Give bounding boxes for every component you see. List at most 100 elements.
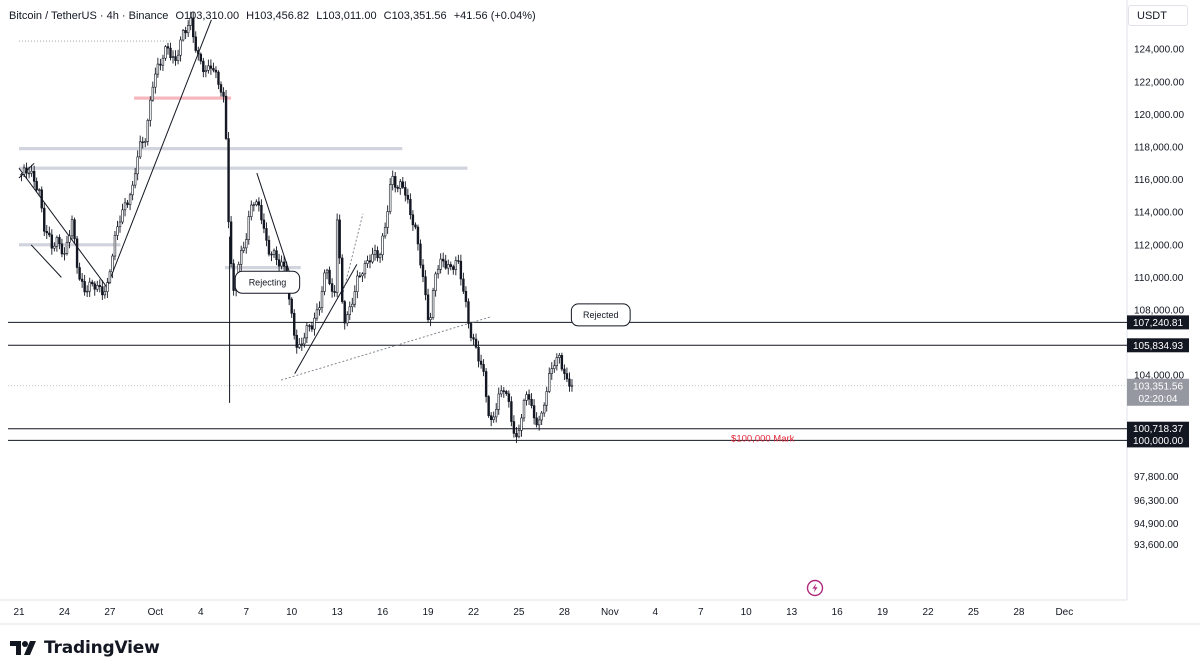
trendline[interactable]: [342, 213, 364, 293]
y-tick-label: 118,000.00: [1134, 143, 1184, 154]
candle-body: [452, 266, 455, 270]
x-tick-label: 13: [332, 607, 344, 618]
candle-body: [371, 253, 374, 263]
trendline[interactable]: [280, 316, 492, 381]
candle-body: [411, 214, 415, 226]
candle-body: [139, 141, 142, 158]
zone-band[interactable]: [134, 96, 232, 100]
chart-borders: [0, 0, 1200, 625]
trendline[interactable]: [30, 244, 62, 278]
candle-body: [295, 334, 298, 348]
candle-body: [293, 312, 296, 336]
candle-body: [474, 338, 478, 348]
candle-body: [245, 239, 248, 249]
candle-body: [540, 412, 543, 421]
price-mark-label: $100,000 Mark: [731, 434, 795, 445]
x-tick-label: 4: [198, 607, 204, 618]
candle-body: [267, 239, 271, 255]
candle-body: [63, 253, 66, 255]
candle-body: [484, 371, 488, 397]
candle-body: [186, 25, 190, 34]
zone-band[interactable]: [225, 266, 301, 270]
candle-body: [65, 241, 69, 254]
candle-body: [189, 17, 192, 26]
tradingview-logo[interactable]: TradingView: [10, 637, 160, 659]
currency-button[interactable]: USDT: [1128, 5, 1188, 26]
y-tick-label: 97,800.00: [1134, 472, 1179, 483]
candle-body: [310, 325, 314, 330]
trendline[interactable]: [18, 167, 108, 288]
candle-body: [106, 282, 109, 292]
candle-body: [467, 301, 470, 324]
x-tick-label: 16: [377, 607, 389, 618]
candle-body: [75, 238, 79, 268]
candle-body: [492, 416, 495, 420]
candle-body: [303, 337, 306, 345]
trendline[interactable]: [294, 264, 358, 374]
zone-band[interactable]: [19, 147, 403, 151]
candle-body: [356, 275, 359, 292]
candle-body: [88, 281, 91, 292]
candle-body: [383, 227, 387, 237]
candle-body: [346, 314, 349, 324]
candle-body: [184, 30, 187, 34]
x-tick-label: Nov: [601, 607, 619, 618]
callout-bubble[interactable]: [570, 303, 631, 327]
candle-body: [464, 291, 468, 302]
candle-body: [45, 230, 48, 234]
trendline[interactable]: [106, 19, 212, 288]
candle-body: [174, 56, 177, 61]
candle-body: [144, 141, 147, 143]
candle-body: [570, 384, 574, 387]
candle-body: [224, 95, 228, 139]
candle-body: [290, 298, 293, 314]
price-label-text: 107,240.81: [1133, 318, 1183, 329]
y-tick-label: 108,000.00: [1134, 306, 1184, 317]
trendline[interactable]: [256, 172, 293, 280]
low-value: L103,011.00: [316, 10, 377, 22]
symbol-label[interactable]: Bitcoin / TetherUS · 4h · Binance: [9, 10, 169, 22]
candle-body: [280, 261, 283, 267]
candle-body: [83, 281, 86, 293]
candle-body: [502, 390, 505, 392]
candle-body: [563, 368, 566, 374]
candle-body: [70, 219, 74, 237]
candle-body: [78, 267, 81, 280]
candle-body: [361, 273, 364, 277]
change-value: +41.56 (+0.04%): [453, 10, 536, 22]
candle-body: [522, 400, 526, 419]
candle-body: [388, 184, 392, 212]
x-tick-label: 19: [877, 607, 889, 618]
candle-body: [315, 309, 319, 319]
price-label-layer: 107,240.81 105,834.93 100,718.37100,000.00…: [1127, 315, 1189, 448]
candle-body: [212, 68, 215, 71]
countdown-text: 02:20:04: [1139, 394, 1178, 405]
candle-body: [166, 46, 170, 49]
price-label-badge: [1127, 433, 1189, 448]
y-tick-label: 112,000.00: [1134, 240, 1184, 251]
candle-body: [381, 235, 384, 256]
x-tick-label: 24: [59, 607, 71, 618]
candle-body: [568, 378, 571, 387]
candle-body: [550, 368, 553, 374]
close-value: C103,351.56: [383, 10, 447, 22]
callout-bubble[interactable]: [234, 270, 301, 294]
candle-body: [48, 232, 51, 236]
y-tick-label: 110,000.00: [1134, 273, 1184, 284]
candle-body: [300, 343, 303, 346]
zone-layer: [19, 40, 468, 270]
price-label-badge: [1127, 315, 1189, 330]
candle-body: [376, 250, 379, 259]
x-tick-label: 22: [922, 607, 934, 618]
candle-body: [545, 391, 548, 406]
lightning-icon[interactable]: [806, 579, 824, 597]
candle-body: [429, 317, 432, 320]
candle-body: [93, 283, 96, 290]
zone-band[interactable]: [19, 166, 468, 170]
candle-body: [207, 65, 210, 71]
candle-body: [146, 120, 149, 142]
x-tick-label: 28: [559, 607, 571, 618]
candle-body: [351, 303, 354, 308]
candle-body: [532, 405, 536, 419]
